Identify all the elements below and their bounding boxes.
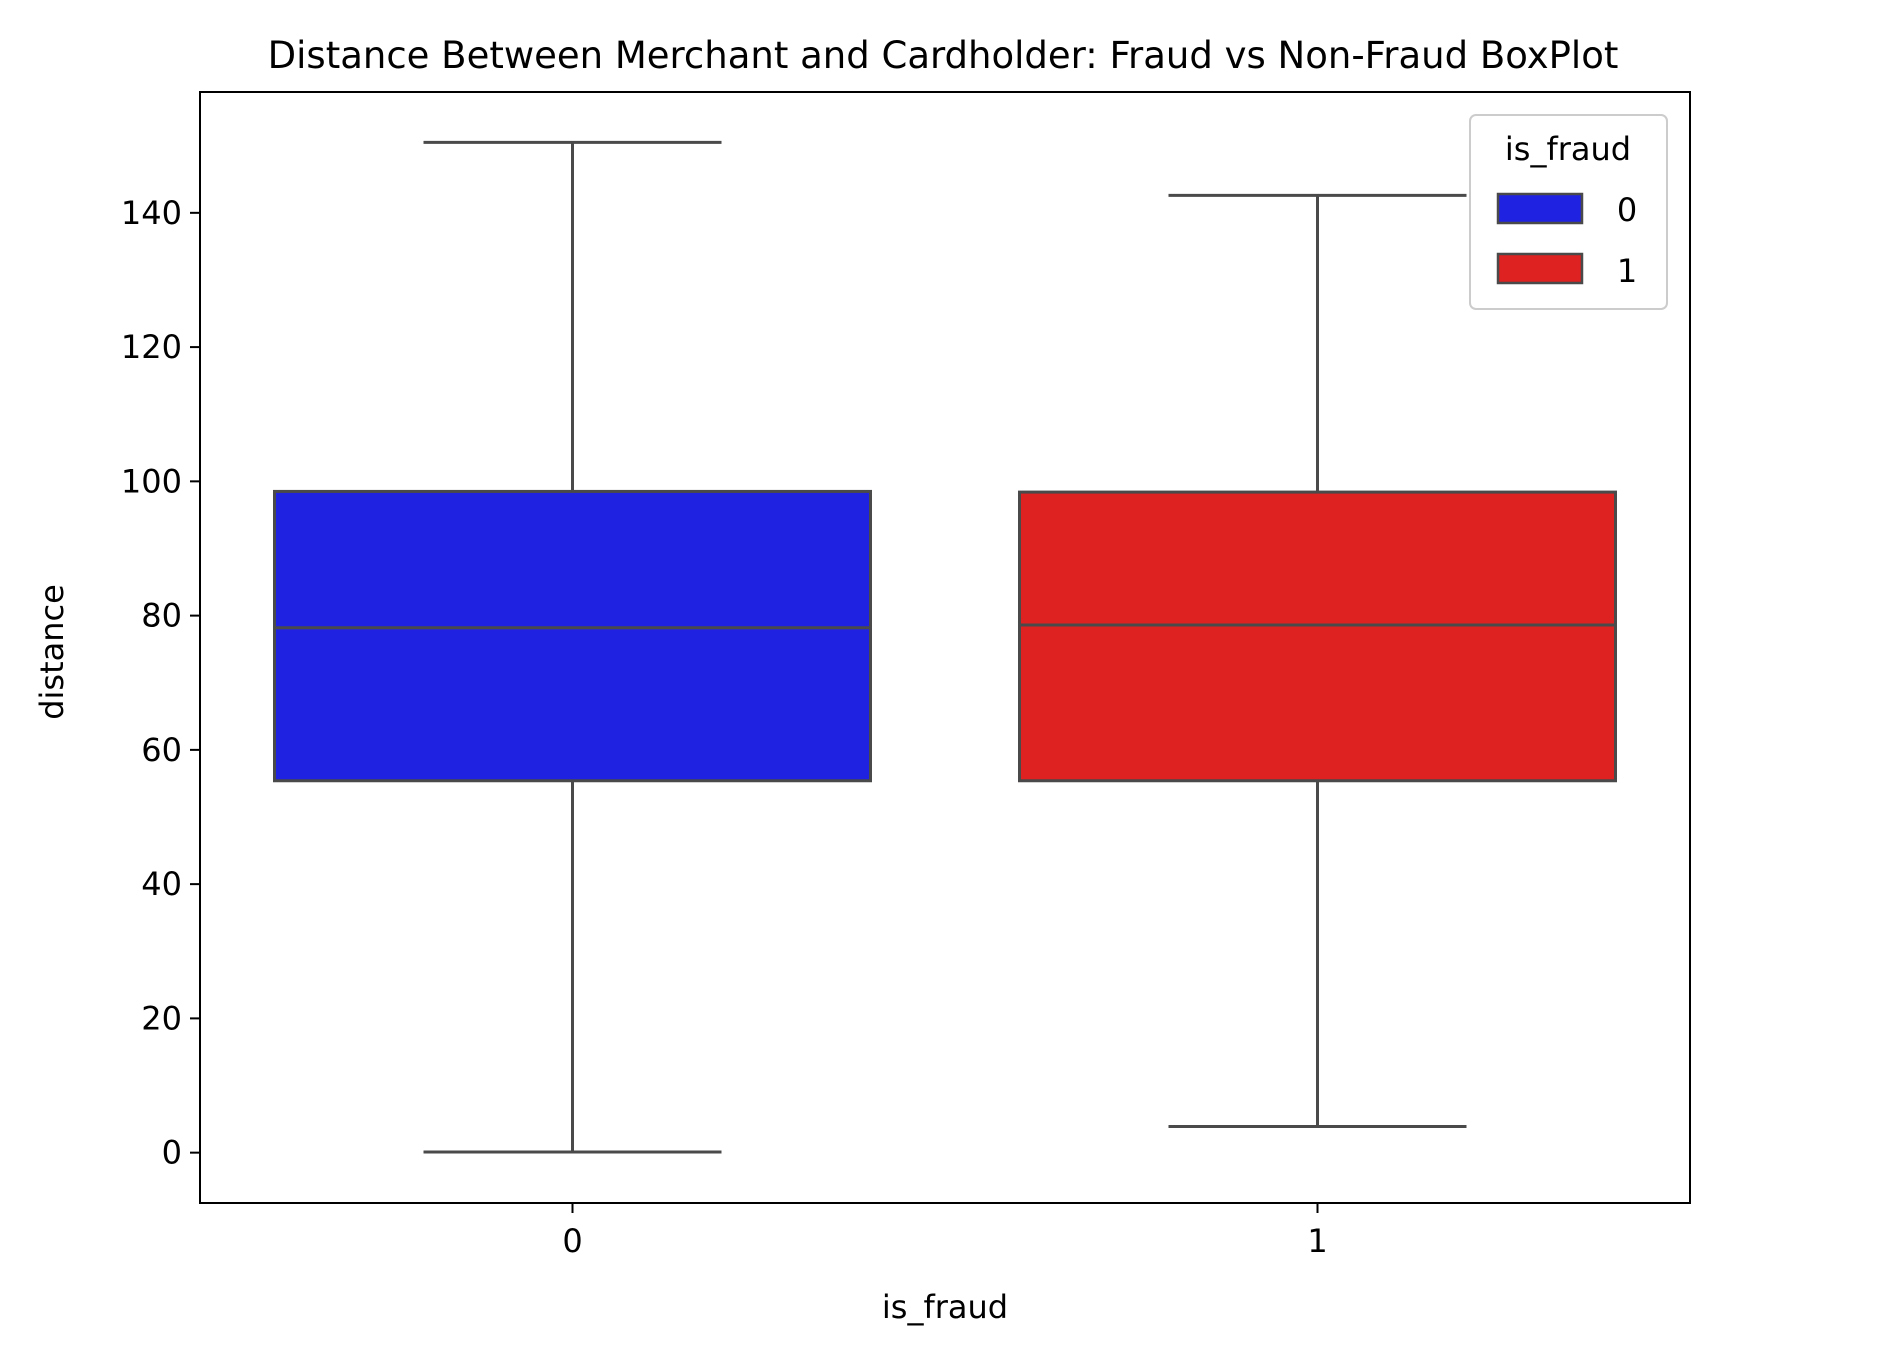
- box-group-0: [273, 140, 872, 1154]
- boxes-layer: [273, 140, 1617, 1154]
- box-group-1: [1018, 193, 1617, 1128]
- legend: is_fraud 0 1: [1469, 114, 1668, 310]
- y-tick-label-60: 60: [141, 731, 182, 769]
- y-tick-label-80: 80: [141, 597, 182, 635]
- legend-swatch-0: [1496, 192, 1584, 225]
- plot-area-frame: [199, 91, 1691, 1204]
- iqr-box-1: [1018, 490, 1617, 783]
- x-tick-label-0: 0: [562, 1222, 582, 1260]
- x-tick-label-1: 1: [1307, 1222, 1327, 1260]
- y-axis: 0 20 40 60 80 100 120 140: [121, 194, 200, 1172]
- y-tick-label-20: 20: [141, 999, 182, 1037]
- legend-label-1: 1: [1617, 252, 1637, 290]
- x-axis-label: is_fraud: [882, 1288, 1008, 1326]
- y-axis-label: distance: [33, 584, 71, 720]
- legend-label-0: 0: [1617, 191, 1637, 229]
- y-tick-label-120: 120: [121, 328, 182, 366]
- y-tick-label-0: 0: [162, 1134, 182, 1172]
- y-tick-label-40: 40: [141, 865, 182, 903]
- legend-swatch-1: [1496, 252, 1584, 285]
- legend-title: is_fraud: [1505, 130, 1631, 168]
- y-tick-label-100: 100: [121, 462, 182, 500]
- y-tick-label-140: 140: [121, 194, 182, 232]
- chart-title: Distance Between Merchant and Cardholder…: [268, 34, 1619, 77]
- iqr-box-0: [273, 489, 872, 783]
